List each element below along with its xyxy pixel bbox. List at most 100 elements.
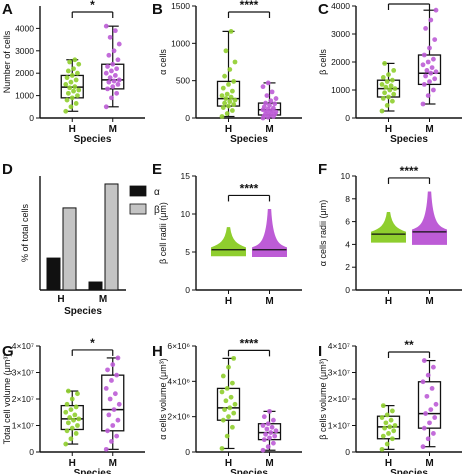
- box-iqr-M: [417, 54, 442, 86]
- data-point-M: [433, 7, 439, 13]
- data-point-H: [383, 420, 389, 426]
- data-point-M: [432, 415, 438, 420]
- data-point-M: [260, 84, 266, 90]
- data-point-M: [433, 401, 439, 407]
- data-point-H: [219, 93, 225, 98]
- data-point-M: [109, 439, 114, 444]
- violin-M: [252, 208, 287, 258]
- y-axis-label: β cell radii (μm): [158, 202, 168, 264]
- data-point-M: [265, 444, 271, 450]
- data-point-M: [420, 379, 426, 385]
- data-point-M: [106, 412, 112, 418]
- x-tick-label: M: [109, 458, 117, 469]
- data-point-M: [111, 407, 117, 412]
- data-point-M: [420, 101, 426, 107]
- data-point-H: [63, 441, 69, 447]
- data-point-H: [380, 403, 386, 409]
- panel-letter: C: [318, 1, 329, 18]
- significance-label: ***: [402, 0, 416, 4]
- data-point-M: [420, 444, 426, 450]
- data-point-M: [427, 45, 432, 51]
- data-point-H: [382, 425, 387, 431]
- data-point-H: [71, 417, 76, 423]
- data-point-H: [390, 98, 395, 104]
- data-point-H: [390, 436, 395, 442]
- data-point-H: [64, 97, 70, 103]
- data-point-H: [384, 441, 390, 447]
- data-point-H: [390, 408, 395, 414]
- data-point-H: [75, 423, 80, 428]
- data-point-M: [272, 433, 278, 439]
- data-point-M: [105, 64, 110, 69]
- data-point-H: [386, 431, 391, 436]
- panel-f: F 0 2 4 6 8 10 α cells radii (μm) H M ****: [318, 161, 462, 307]
- data-point-H: [219, 446, 225, 451]
- data-point-H: [68, 436, 74, 442]
- x-axis-label: Species: [230, 468, 268, 474]
- data-point-M: [269, 89, 275, 95]
- y-tick-label: 500: [176, 76, 190, 86]
- x-tick-label: M: [425, 458, 433, 469]
- x-tick-label: H: [225, 296, 232, 307]
- significance-label: ****: [240, 0, 259, 12]
- bar-β-M: [104, 183, 119, 291]
- data-point-H: [230, 88, 235, 94]
- y-axis-label: α cells volume (μm³): [158, 358, 168, 439]
- y-tick-label: 0: [185, 447, 190, 457]
- data-point-M: [110, 423, 116, 428]
- x-axis-label: Species: [74, 468, 112, 474]
- data-point-H: [224, 386, 230, 391]
- data-point-H: [64, 401, 70, 407]
- y-tick-label: 4: [345, 239, 350, 249]
- x-tick-label: H: [385, 296, 392, 307]
- data-point-M: [267, 102, 272, 108]
- y-tick-label: 0: [345, 285, 350, 295]
- x-axis-label: Species: [390, 468, 428, 474]
- data-point-M: [260, 447, 266, 453]
- data-point-H: [382, 61, 387, 66]
- data-point-H: [75, 391, 80, 397]
- data-point-M: [272, 101, 278, 107]
- y-tick-label: 1×10⁷: [328, 421, 350, 431]
- legend-label: α: [154, 187, 160, 198]
- data-point-M: [263, 100, 268, 106]
- data-point-H: [226, 82, 231, 87]
- data-point-H: [226, 103, 231, 109]
- data-point-M: [103, 23, 109, 29]
- data-point-M: [111, 48, 117, 54]
- y-axis-label: α cells radii (μm): [318, 200, 328, 266]
- data-point-H: [63, 409, 69, 415]
- data-point-M: [116, 401, 122, 407]
- data-point-M: [421, 82, 427, 87]
- data-point-M: [105, 367, 110, 373]
- data-point-M: [425, 436, 431, 442]
- significance-label: ****: [400, 164, 419, 178]
- y-tick-label: 4×10⁶: [167, 376, 190, 386]
- y-tick-label: 3×10⁷: [328, 368, 350, 378]
- data-point-M: [265, 421, 271, 427]
- data-point-M: [431, 431, 436, 436]
- data-point-M: [268, 98, 274, 104]
- y-tick-label: 4000: [331, 1, 350, 11]
- data-point-M: [116, 77, 122, 83]
- data-point-H: [227, 67, 233, 72]
- panel-letter: F: [318, 161, 327, 178]
- y-tick-label: 2000: [15, 68, 34, 78]
- data-point-H: [379, 82, 385, 87]
- panel-letter: G: [2, 343, 14, 360]
- y-tick-label: 2: [345, 262, 350, 272]
- data-point-H: [391, 428, 397, 434]
- data-point-M: [110, 61, 116, 67]
- data-point-M: [114, 433, 120, 439]
- data-point-H: [72, 84, 78, 90]
- significance-label: *: [90, 0, 95, 12]
- data-point-M: [112, 73, 118, 78]
- data-point-M: [105, 86, 110, 92]
- data-point-H: [219, 389, 225, 395]
- data-point-M: [265, 106, 271, 112]
- data-point-H: [68, 79, 74, 85]
- x-tick-label: H: [385, 124, 392, 135]
- panel-letter: H: [152, 343, 163, 360]
- data-point-H: [69, 95, 75, 101]
- data-point-M: [261, 437, 267, 443]
